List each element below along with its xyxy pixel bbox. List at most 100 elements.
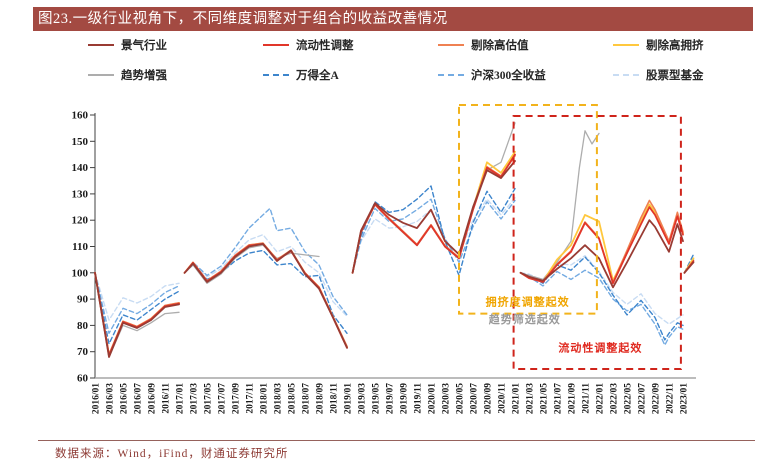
x-tick-label: 2017/07: [218, 383, 228, 414]
x-tick-label: 2019/05: [372, 383, 382, 414]
series-line-万得全A: [94, 272, 180, 345]
legend-label: 剔除高拥挤: [646, 40, 704, 52]
series-line-万得全A: [351, 185, 516, 277]
x-tick-label: 2018/07: [302, 383, 312, 414]
legend-label: 景气行业: [121, 40, 167, 52]
legend-item-流动性调整: 流动性调整: [263, 37, 354, 53]
x-tick-label: 2022/05: [624, 383, 634, 414]
legend-swatch: [263, 74, 289, 76]
x-tick-label: 2020/05: [456, 383, 466, 414]
legend-item-股票型基金: 股票型基金: [613, 67, 704, 83]
y-tick-label: 150: [72, 136, 89, 148]
x-tick-label: 2021/09: [568, 383, 578, 414]
footer-divider: [38, 440, 755, 441]
x-tick-label: 2019/11: [414, 383, 424, 414]
legend-item-剔除高估值: 剔除高估值: [438, 37, 529, 53]
y-tick-label: 90: [77, 294, 89, 306]
annotation-label-1: 趋势筛选起效: [489, 312, 561, 326]
legend-label: 万得全A: [296, 70, 339, 82]
x-tick-label: 2017/11: [246, 383, 256, 414]
legend-swatch: [88, 44, 114, 46]
series-line-万得全A: [183, 249, 348, 334]
x-tick-label: 2018/09: [316, 383, 326, 414]
legend-swatch: [613, 74, 639, 76]
x-tick-label: 2020/11: [498, 383, 508, 414]
legend-swatch: [438, 44, 464, 46]
series-line-景气行业: [519, 219, 684, 289]
x-tick-label: 2021/11: [582, 383, 592, 414]
series-line-景气行业: [683, 261, 695, 274]
x-tick-label: 2019/07: [386, 383, 396, 414]
data-source-note: 数据来源：Wind，iFind，财通证券研究所: [55, 448, 289, 460]
x-tick-label: 2022/11: [666, 383, 676, 414]
legend-label: 趋势增强: [121, 70, 167, 82]
x-tick-label: 2016/05: [120, 383, 130, 414]
legend-item-景气行业: 景气行业: [88, 37, 167, 53]
y-tick-label: 160: [72, 110, 89, 122]
y-tick-label: 130: [72, 188, 89, 200]
x-tick-label: 2019/03: [358, 383, 368, 414]
x-tick-label: 2016/07: [134, 383, 144, 414]
x-tick-label: 2016/09: [148, 383, 158, 414]
series-line-景气行业: [351, 160, 516, 274]
x-tick-label: 2022/03: [610, 383, 620, 414]
x-tick-label: 2020/01: [428, 383, 438, 414]
legend-item-万得全A: 万得全A: [263, 67, 339, 83]
x-tick-label: 2020/07: [470, 383, 480, 414]
series-line-景气行业: [94, 271, 180, 358]
x-tick-label: 2021/05: [540, 383, 550, 414]
y-tick-label: 60: [77, 373, 89, 385]
series-line-沪深300全收益: [351, 198, 516, 274]
y-tick-label: 100: [72, 267, 89, 279]
x-tick-label: 2017/05: [204, 383, 214, 414]
legend-swatch: [438, 74, 464, 76]
legend-item-沪深300全收益: 沪深300全收益: [438, 67, 546, 83]
x-tick-label: 2021/03: [526, 383, 536, 414]
x-tick-label: 2022/07: [638, 383, 648, 414]
x-tick-label: 2018/11: [330, 383, 340, 414]
series-line-趋势增强: [519, 130, 600, 281]
figure-title-bar: 图23.一级行业视角下，不同维度调整对于组合的收益改善情况: [33, 7, 753, 31]
x-tick-label: 2016/03: [106, 383, 116, 414]
y-tick-label: 80: [77, 320, 89, 332]
x-tick-label: 2016/11: [162, 383, 172, 414]
liquidity-adjustment-box: [512, 115, 682, 371]
x-tick-label: 2023/01: [680, 383, 690, 414]
legend-label: 股票型基金: [646, 70, 704, 82]
crowding-adjustment-box: [458, 104, 598, 315]
x-tick-label: 2022/09: [652, 383, 662, 414]
x-tick-label: 2021/01: [512, 383, 522, 414]
x-tick-label: 2019/09: [400, 383, 410, 414]
legend-swatch: [263, 44, 289, 46]
series-line-沪深300全收益: [519, 269, 684, 346]
y-tick-label: 140: [72, 162, 89, 174]
y-tick-label: 120: [72, 215, 89, 227]
legend-label: 剔除高估值: [471, 40, 529, 52]
x-tick-label: 2017/09: [232, 383, 242, 414]
x-tick-label: 2016/01: [92, 383, 102, 414]
figure-title: 图23.一级行业视角下，不同维度调整对于组合的收益改善情况: [38, 11, 448, 27]
annotation-label-2: 流动性调整起效: [558, 341, 642, 355]
x-tick-label: 2021/07: [554, 383, 564, 414]
legend-item-剔除高拥挤: 剔除高拥挤: [613, 37, 704, 53]
x-tick-label: 2018/03: [274, 383, 284, 414]
x-tick-label: 2022/01: [596, 383, 606, 414]
legend-swatch: [613, 44, 639, 46]
x-tick-label: 2018/01: [260, 383, 270, 414]
x-tick-label: 2017/03: [190, 383, 200, 414]
x-tick-label: 2019/01: [344, 383, 354, 414]
legend-label: 流动性调整: [296, 40, 354, 52]
legend-row-2: 趋势增强 万得全A 沪深300全收益 股票型基金: [0, 67, 761, 83]
legend-row-1: 景气行业 流动性调整 剔除高估值 剔除高拥挤: [0, 37, 761, 53]
y-tick-label: 70: [77, 346, 89, 358]
series-line-沪深300全收益: [183, 207, 348, 316]
y-tick-label: 110: [72, 241, 88, 253]
legend-label: 沪深300全收益: [471, 70, 546, 82]
legend-swatch: [88, 74, 114, 76]
x-tick-label: 2017/01: [176, 383, 186, 414]
legend-item-趋势增强: 趋势增强: [88, 67, 167, 83]
series-line-景气行业: [183, 242, 348, 349]
series-line-股票型基金: [183, 233, 348, 317]
